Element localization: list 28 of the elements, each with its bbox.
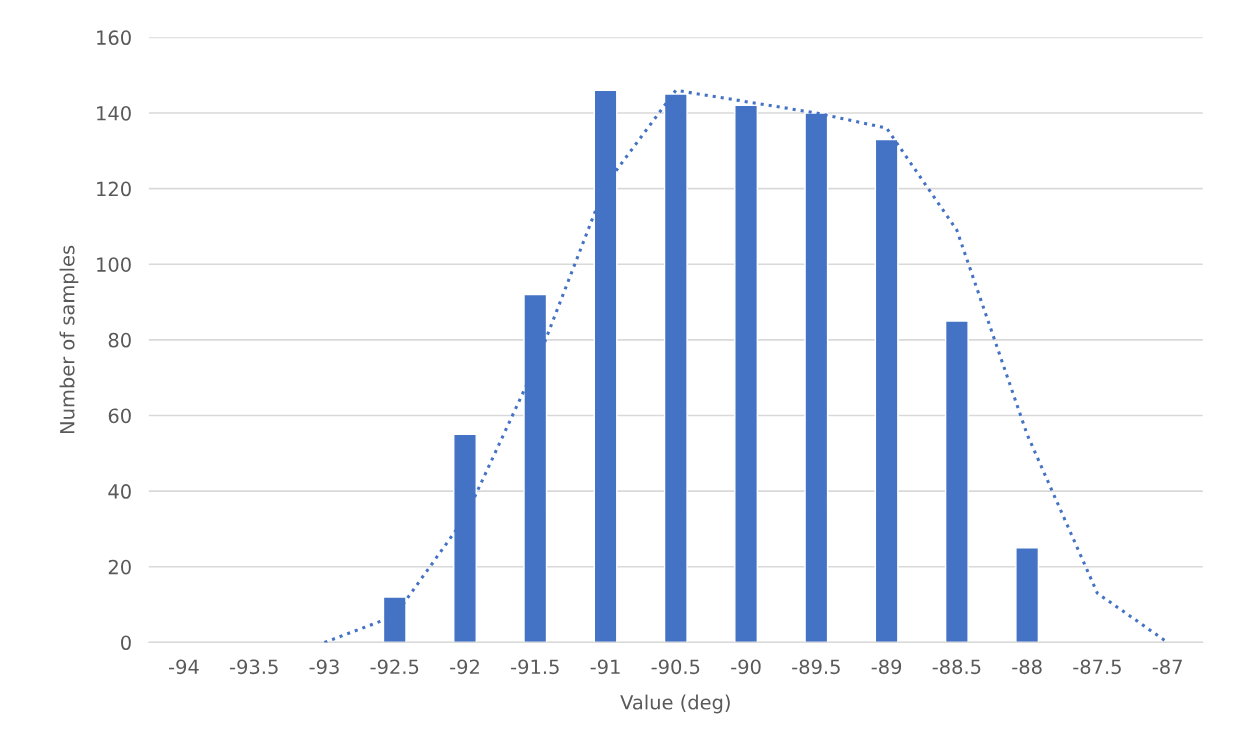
bar — [944, 320, 969, 643]
x-tick-label: -89.5 — [792, 659, 840, 675]
y-tick-label: 80 — [108, 332, 131, 348]
bar — [1015, 547, 1040, 643]
y-tick-label: 100 — [97, 257, 131, 272]
y-tick-label: 20 — [108, 559, 131, 575]
x-tick-label: -93 — [309, 659, 339, 675]
y-axis-title: Number of samples — [59, 245, 79, 433]
x-tick-label: -93.5 — [230, 659, 278, 675]
x-tick-label: -90.5 — [651, 659, 700, 675]
x-tick-label: -91 — [590, 659, 620, 675]
y-tick-label: 120 — [97, 181, 131, 197]
x-tick-label: -91.5 — [511, 659, 559, 675]
x-tick-label: -92.5 — [370, 659, 419, 675]
x-tick-label: -87.5 — [1073, 659, 1121, 675]
x-tick-label: -88.5 — [932, 659, 981, 675]
y-tick-label: 60 — [108, 408, 131, 424]
x-tick-label: -90 — [731, 659, 761, 675]
x-tick-label: -92 — [450, 659, 479, 675]
y-tick-label: 40 — [108, 484, 131, 499]
x-tick-label: -89 — [871, 659, 902, 675]
x-tick-label: -94 — [169, 659, 199, 675]
x-axis-title: Value (deg) — [620, 694, 730, 714]
x-tick-label: -87 — [1152, 659, 1182, 675]
y-tick-label: 0 — [121, 635, 131, 651]
y-tick-label: 140 — [97, 105, 131, 121]
y-tick-label: 160 — [97, 30, 131, 46]
x-tick-label: -88 — [1012, 659, 1042, 675]
